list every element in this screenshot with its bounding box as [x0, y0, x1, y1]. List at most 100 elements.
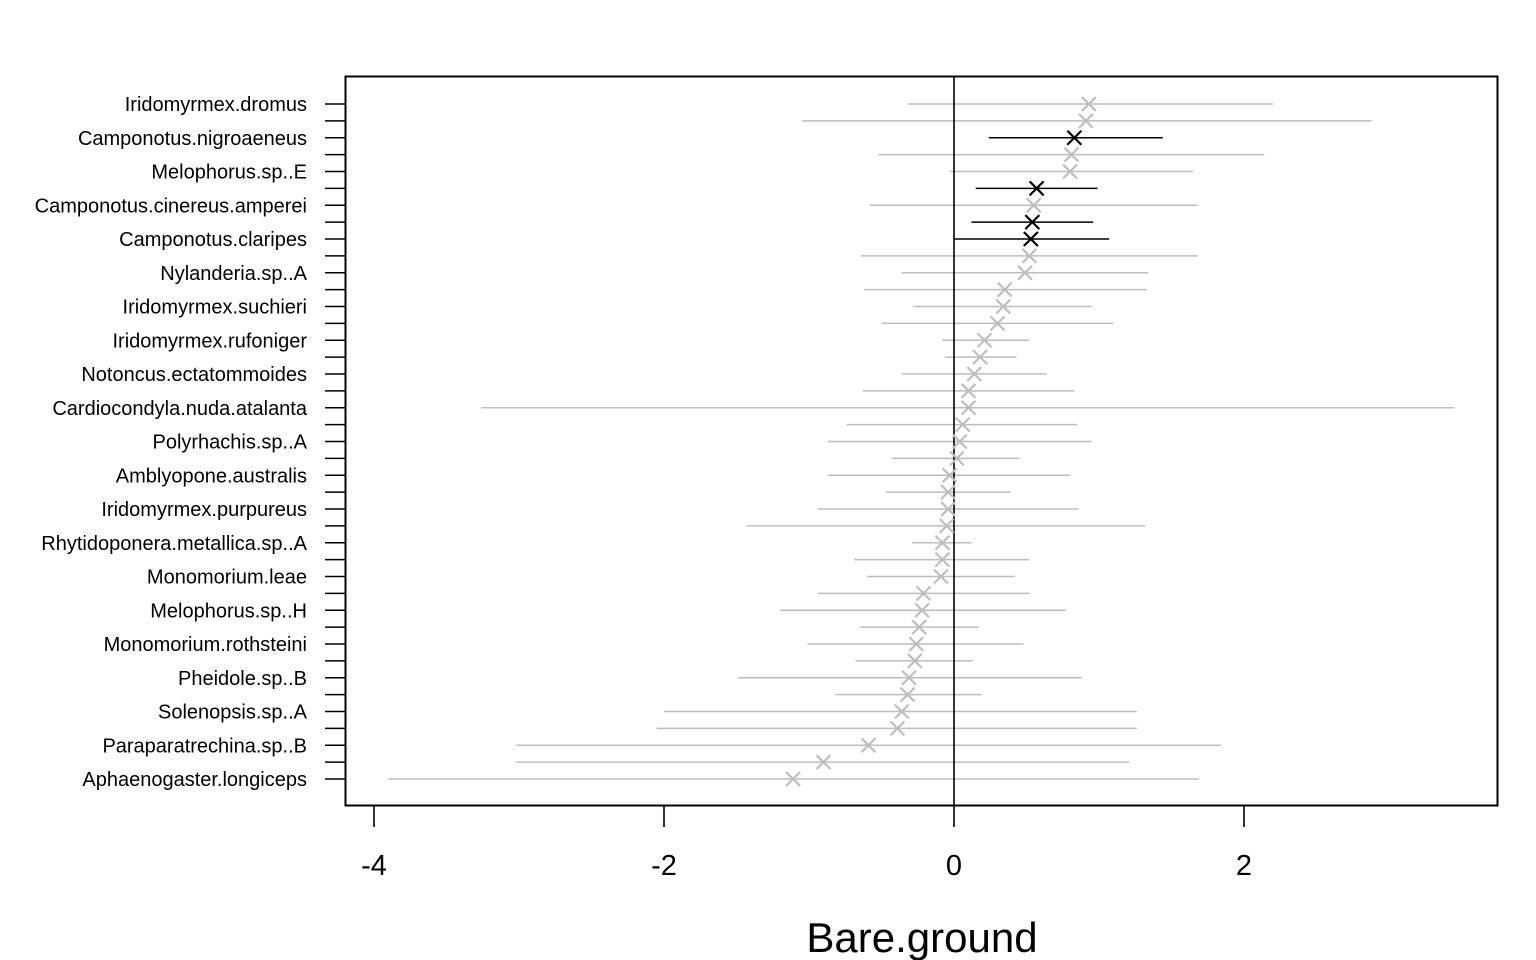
- estimate-point: [933, 568, 949, 585]
- estimate-cross-stroke: [1062, 163, 1078, 180]
- estimate-cross-stroke: [995, 298, 1012, 315]
- estimate-point: [1024, 214, 1041, 230]
- estimate-cross-stroke: [911, 619, 927, 635]
- y-tick-label: Pheidole.sp..B: [178, 668, 307, 690]
- estimate-point: [966, 366, 983, 382]
- estimate-cross-stroke: [1023, 231, 1039, 247]
- y-tick-label: Solenopsis.sp..A: [158, 702, 308, 724]
- estimate-point: [915, 585, 932, 602]
- y-tick-label: Iridomyrmex.suchieri: [123, 297, 307, 319]
- x-tick-label: 0: [946, 850, 962, 882]
- y-axis: Iridomyrmex.dromus Camponotus.nigroaeneus…: [35, 94, 346, 791]
- estimate-cross-stroke: [899, 686, 916, 703]
- estimate-point: [934, 534, 951, 551]
- estimate-cross-stroke: [966, 366, 983, 382]
- estimate-cross-stroke: [901, 669, 917, 686]
- estimate-point: [934, 551, 951, 568]
- estimate-point: [1062, 163, 1078, 180]
- estimate-cross-stroke: [972, 349, 988, 365]
- estimate-cross-stroke: [1021, 248, 1038, 264]
- estimate-point: [941, 467, 958, 484]
- estimate-point: [954, 416, 971, 433]
- estimate-point: [907, 653, 923, 669]
- estimate-cross-stroke: [908, 636, 925, 652]
- estimate-cross-stroke: [940, 501, 956, 517]
- y-tick-label: Amblyopone.australis: [116, 465, 307, 487]
- estimate-cross-stroke: [785, 771, 801, 787]
- y-tick-label: Notoncus.ectatommoides: [81, 364, 307, 386]
- estimate-point: [785, 771, 801, 787]
- estimate-cross-stroke: [996, 281, 1013, 298]
- estimate-cross-stroke: [907, 653, 923, 669]
- estimate-point: [960, 383, 977, 399]
- estimate-point: [972, 349, 988, 365]
- estimate-point: [996, 281, 1013, 298]
- y-tick-label: Cardiocondyla.nuda.atalanta: [52, 398, 308, 420]
- y-tick-label: Iridomyrmex.rufoniger: [112, 330, 307, 352]
- x-tick-label: 2: [1236, 850, 1252, 882]
- estimate-cross-stroke: [933, 568, 949, 585]
- estimate-cross-stroke: [989, 315, 1006, 332]
- estimate-point: [911, 619, 927, 635]
- estimate-point: [815, 754, 832, 770]
- estimate-point: [894, 703, 910, 720]
- y-tick-label: Iridomyrmex.purpureus: [101, 499, 307, 521]
- x-axis-label: Bare.ground: [806, 914, 1037, 960]
- y-tick-label: Camponotus.claripes: [119, 229, 307, 251]
- estimate-point: [995, 298, 1012, 315]
- estimate-cross-stroke: [860, 737, 877, 754]
- estimate-point: [901, 669, 917, 686]
- estimate-point: [976, 332, 993, 349]
- estimate-cross-stroke: [915, 585, 932, 602]
- estimate-cross-stroke: [894, 703, 910, 720]
- estimate-point: [1028, 180, 1045, 197]
- y-tick-label: Monomorium.leae: [147, 567, 307, 589]
- estimate-point: [949, 450, 965, 467]
- estimate-cross-stroke: [914, 602, 930, 619]
- y-tick-label: Camponotus.cinereus.amperei: [35, 195, 307, 217]
- estimate-cross-stroke: [941, 467, 958, 484]
- estimate-cross-stroke: [938, 518, 955, 534]
- estimate-cross-stroke: [1078, 113, 1094, 129]
- estimate-cross-stroke: [1028, 180, 1045, 197]
- estimate-point: [860, 737, 877, 754]
- estimate-cross-stroke: [940, 484, 956, 500]
- estimate-point: [1025, 197, 1042, 214]
- estimate-point: [1063, 146, 1080, 163]
- estimate-cross-stroke: [934, 534, 951, 551]
- estimate-cross-stroke: [1017, 264, 1033, 281]
- x-axis: -4 -2 0 2: [361, 805, 1252, 882]
- y-tick-label: Rhytidoponera.metallica.sp..A: [41, 533, 307, 555]
- estimate-point: [1081, 96, 1097, 112]
- estimate-cross-stroke: [1024, 214, 1041, 230]
- estimate-cross-stroke: [960, 383, 977, 399]
- estimate-cross-stroke: [954, 416, 971, 433]
- y-tick-label: Melophorus.sp..H: [150, 600, 307, 622]
- y-tick-label: Nylanderia.sp..A: [160, 263, 307, 285]
- y-tick-label: Monomorium.rothsteini: [104, 634, 307, 656]
- estimate-cross-stroke: [934, 551, 951, 568]
- y-tick-label: Polyrhachis.sp..A: [152, 432, 307, 454]
- estimate-cross-stroke: [815, 754, 832, 770]
- estimate-point: [914, 602, 930, 619]
- estimate-layer: [785, 96, 1097, 787]
- estimate-cross-stroke: [889, 720, 906, 737]
- y-tick-label: Camponotus.nigroaeneus: [78, 128, 307, 150]
- y-tick-label: Aphaenogaster.longiceps: [82, 769, 307, 791]
- estimate-point: [1066, 129, 1083, 146]
- estimate-point: [940, 501, 956, 517]
- y-tick-label: Paraparatrechina.sp..B: [102, 735, 307, 757]
- estimate-point: [1021, 248, 1038, 264]
- estimate-cross-stroke: [1063, 146, 1080, 163]
- y-tick-label: Iridomyrmex.dromus: [125, 94, 307, 116]
- estimate-point: [889, 720, 906, 737]
- estimate-point: [960, 399, 977, 416]
- estimate-point: [1023, 231, 1039, 247]
- estimate-point: [908, 636, 925, 652]
- estimate-point: [938, 518, 955, 534]
- x-tick-label: -2: [651, 850, 677, 882]
- x-tick-label: -4: [361, 850, 387, 882]
- estimate-cross-stroke: [949, 450, 965, 467]
- interval-layer: [388, 103, 1455, 780]
